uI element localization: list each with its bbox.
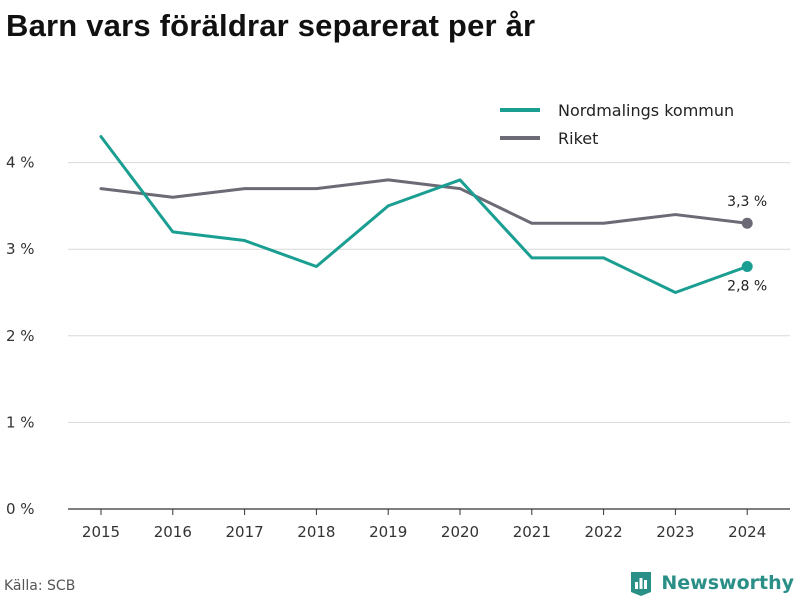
newsworthy-logo-icon xyxy=(631,572,652,596)
chart-title: Barn vars föräldrar separerat per år xyxy=(6,8,536,43)
x-tick-label: 2020 xyxy=(441,523,479,541)
y-tick-label: 4 % xyxy=(6,154,35,172)
y-axis-ticks: 0 % 1 % 2 % 3 % 4 % xyxy=(6,154,35,518)
legend-label-riket: Riket xyxy=(558,129,598,148)
grid-lines xyxy=(68,162,790,510)
x-tick-label: 2024 xyxy=(728,523,766,541)
series-lines xyxy=(99,135,753,294)
end-point-riket xyxy=(741,217,753,229)
x-axis: 2015 2016 2017 2018 2019 2020 2021 2022 2023 2024 xyxy=(82,509,766,541)
x-tick-label: 2017 xyxy=(226,523,264,541)
end-label-nordmaling: 2,8 % xyxy=(727,279,767,295)
end-label-riket: 3,3 % xyxy=(727,194,767,210)
x-tick-label: 2021 xyxy=(513,523,551,541)
x-tick-label: 2023 xyxy=(656,523,694,541)
end-point-nordmaling xyxy=(741,261,753,273)
series-line-nordmaling xyxy=(99,135,749,294)
legend: Nordmalings kommun Riket xyxy=(500,101,734,148)
x-tick-label: 2015 xyxy=(82,523,120,541)
series-line-riket xyxy=(99,178,749,225)
y-tick-label: 2 % xyxy=(6,327,35,345)
x-tick-label: 2019 xyxy=(369,523,407,541)
y-tick-label: 1 % xyxy=(6,413,35,431)
brand-logo: Newsworthy xyxy=(628,570,794,596)
end-labels: 3,3 % 2,8 % xyxy=(727,194,767,294)
x-tick-label: 2016 xyxy=(154,523,192,541)
x-tick-label: 2022 xyxy=(585,523,623,541)
brand-name: Newsworthy xyxy=(661,572,794,594)
y-tick-label: 0 % xyxy=(6,500,35,518)
source-note: Källa: SCB xyxy=(4,578,76,594)
y-tick-label: 3 % xyxy=(6,240,35,258)
x-tick-label: 2018 xyxy=(297,523,335,541)
legend-label-nordmaling: Nordmalings kommun xyxy=(558,101,734,120)
